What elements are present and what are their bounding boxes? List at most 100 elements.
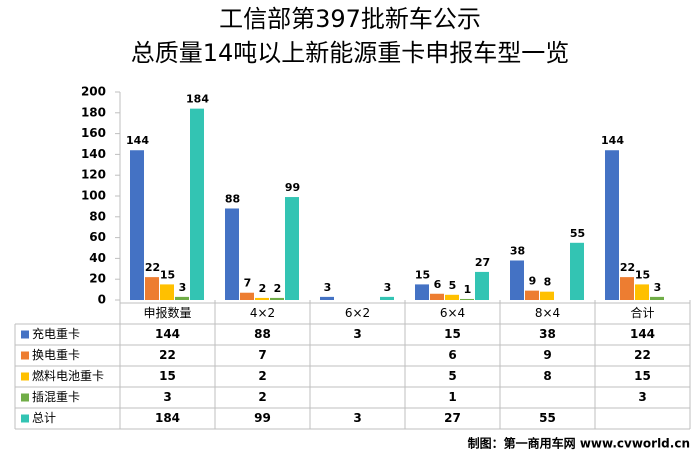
legend-label: 充电重卡 [32, 326, 80, 341]
value-label: 184 [186, 93, 209, 106]
legend-swatch [21, 393, 29, 402]
value-label: 88 [225, 192, 240, 205]
value-label: 15 [635, 268, 650, 281]
bar [130, 150, 144, 300]
bar [270, 297, 284, 300]
value-label: 3 [384, 281, 392, 294]
value-label: 1 [464, 283, 472, 296]
value-label: 38 [510, 244, 525, 257]
bar [225, 208, 239, 300]
table-cell: 22 [159, 348, 176, 362]
legend-swatch [21, 414, 29, 423]
bar [635, 284, 649, 300]
bar [255, 297, 269, 300]
legend-label: 换电重卡 [32, 348, 80, 362]
y-tick-label: 60 [89, 230, 106, 244]
value-label: 3 [654, 281, 662, 294]
legend-label: 总计 [32, 411, 56, 425]
table-cell: 2 [258, 369, 266, 383]
value-label: 15 [415, 268, 430, 281]
table-cell: 38 [539, 327, 556, 341]
table-cell: 1 [448, 390, 456, 404]
legend-label: 燃料电池重卡 [32, 368, 104, 383]
value-label: 2 [259, 282, 267, 295]
value-label: 7 [244, 277, 252, 290]
bar [445, 294, 459, 300]
value-label: 27 [475, 256, 490, 269]
bar [175, 296, 189, 300]
x-tick-label: 合计 [630, 305, 654, 320]
table-cell: 9 [543, 348, 551, 362]
y-tick-label: 140 [81, 147, 106, 161]
x-tick-label: 4×2 [250, 306, 275, 320]
bar [430, 293, 444, 300]
bar [570, 242, 584, 300]
bar [415, 284, 429, 300]
y-tick-label: 120 [81, 168, 106, 182]
table-cell: 6 [448, 348, 456, 362]
value-label: 9 [529, 275, 537, 288]
bar [285, 197, 299, 300]
table-cell: 55 [539, 411, 556, 425]
chart-title: 工信部第397批新车公示 [219, 5, 481, 33]
bar [460, 298, 474, 300]
table-cell: 15 [159, 369, 176, 383]
value-label: 2 [274, 282, 282, 295]
value-label: 144 [601, 134, 624, 147]
table-cell: 99 [254, 411, 271, 425]
table-cell: 15 [634, 369, 651, 383]
legend-swatch [21, 372, 29, 381]
bar [145, 277, 159, 300]
bar [540, 291, 554, 300]
bar [190, 108, 204, 300]
table-cell: 144 [155, 327, 180, 341]
table-cell: 3 [163, 390, 171, 404]
table-cell: 184 [155, 411, 180, 425]
table-cell: 2 [258, 390, 266, 404]
bar [525, 290, 539, 300]
bar [605, 150, 619, 300]
table-cell: 15 [444, 327, 461, 341]
bar [320, 296, 334, 300]
value-label: 8 [544, 276, 552, 289]
y-tick-label: 180 [81, 105, 106, 119]
table-cell: 88 [254, 327, 271, 341]
value-label: 5 [449, 279, 457, 292]
bar [620, 277, 634, 300]
y-tick-label: 100 [81, 189, 106, 203]
table-cell: 144 [630, 327, 655, 341]
value-label: 3 [179, 281, 187, 294]
y-tick-label: 0 [98, 293, 106, 307]
table-cell: 5 [448, 369, 456, 383]
value-label: 99 [285, 181, 300, 194]
bar [240, 292, 254, 300]
value-label: 55 [570, 227, 585, 240]
value-label: 3 [324, 281, 332, 294]
value-label: 144 [126, 134, 149, 147]
bar [650, 296, 664, 300]
value-label: 22 [620, 261, 635, 274]
legend-swatch [21, 351, 29, 360]
value-label: 22 [145, 261, 160, 274]
legend-swatch [21, 330, 29, 339]
chart-subtitle: 总质量14吨以上新能源重卡申报车型一览 [131, 39, 570, 67]
table-cell: 3 [353, 327, 361, 341]
bar [475, 271, 489, 300]
x-tick-label: 8×4 [535, 306, 560, 320]
value-label: 6 [434, 278, 442, 291]
bar [160, 284, 174, 300]
footer: 制图：第一商用车网 www.cvworld.cn [468, 436, 690, 451]
bar [380, 296, 394, 300]
table-cell: 8 [543, 369, 551, 383]
table-cell: 22 [634, 348, 651, 362]
y-tick-label: 20 [89, 272, 106, 286]
table-cell: 7 [258, 348, 266, 362]
bar [510, 260, 524, 300]
x-tick-label: 6×2 [345, 306, 370, 320]
table-cell: 27 [444, 411, 461, 425]
legend-label: 插混重卡 [32, 390, 80, 404]
y-tick-label: 160 [81, 126, 106, 140]
x-tick-label: 申报数量 [143, 305, 191, 320]
table-cell: 3 [638, 390, 646, 404]
